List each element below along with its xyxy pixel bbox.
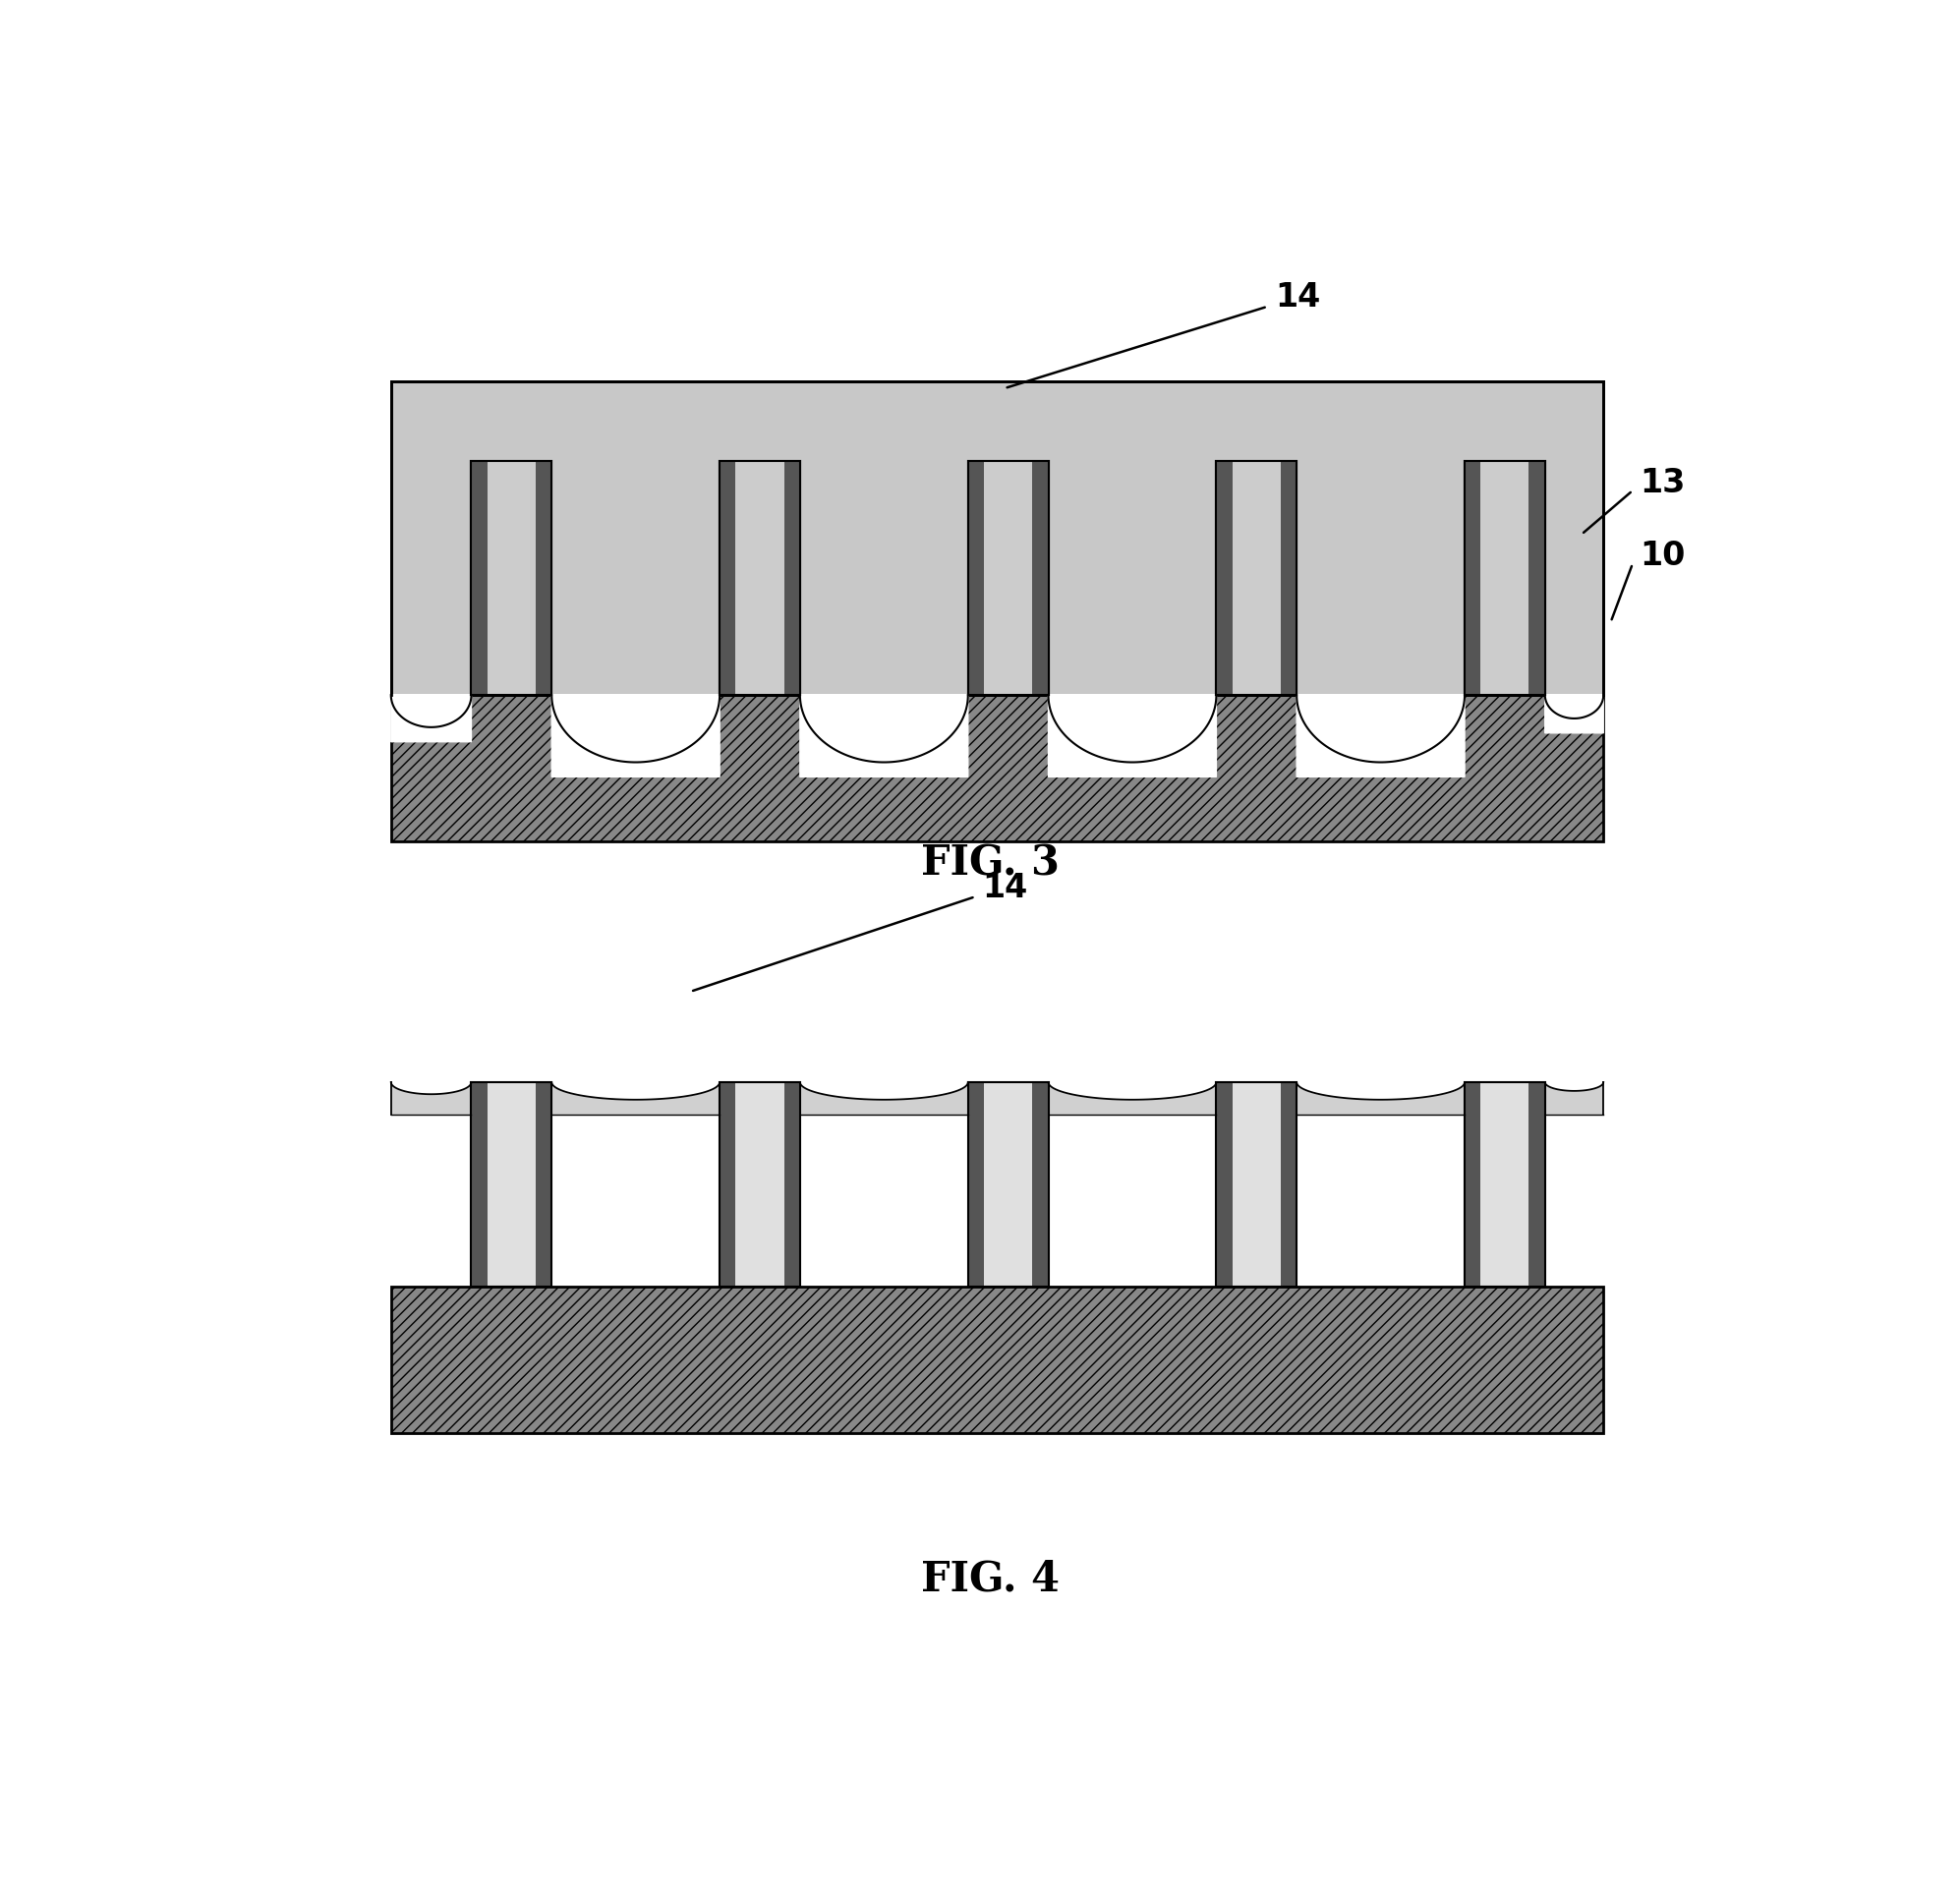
Bar — [968, 1081, 1049, 1286]
Bar — [784, 1081, 800, 1286]
Bar — [1480, 461, 1529, 694]
Bar — [735, 1081, 784, 1286]
Polygon shape — [1298, 694, 1464, 778]
Bar — [390, 1286, 1603, 1432]
Bar — [470, 1081, 551, 1286]
Bar — [968, 461, 984, 694]
Text: 10: 10 — [1641, 541, 1686, 573]
Bar — [1217, 461, 1233, 694]
Bar — [470, 461, 488, 694]
Bar — [735, 461, 784, 694]
Bar — [719, 1081, 735, 1286]
Bar — [1033, 461, 1049, 694]
Bar — [968, 461, 1049, 694]
Bar — [719, 461, 735, 694]
Bar — [984, 461, 1033, 694]
Bar — [1464, 461, 1544, 694]
Bar — [1049, 1081, 1217, 1114]
Bar — [470, 461, 488, 694]
Bar — [390, 1081, 470, 1114]
Bar — [1480, 461, 1529, 694]
Bar — [470, 1081, 488, 1286]
Bar — [1217, 1081, 1233, 1286]
Bar — [1033, 461, 1049, 694]
Polygon shape — [800, 694, 968, 778]
Polygon shape — [800, 1081, 968, 1100]
Text: FIG. 3: FIG. 3 — [921, 842, 1058, 884]
Bar — [1544, 1081, 1603, 1114]
Bar — [390, 381, 1603, 694]
Polygon shape — [390, 1081, 470, 1095]
Bar — [488, 461, 535, 694]
Bar — [719, 461, 800, 694]
Bar — [1233, 461, 1280, 694]
Polygon shape — [1544, 694, 1603, 732]
Polygon shape — [1298, 1081, 1464, 1100]
Bar — [1217, 1081, 1298, 1286]
Bar — [1464, 1081, 1544, 1286]
Bar — [719, 461, 735, 694]
Text: FIG. 4: FIG. 4 — [921, 1557, 1058, 1599]
Polygon shape — [551, 1081, 719, 1100]
Bar — [1529, 461, 1544, 694]
Bar — [984, 1081, 1033, 1286]
Bar — [1217, 461, 1298, 694]
Text: 14: 14 — [1274, 281, 1321, 315]
Bar — [470, 461, 551, 694]
Bar — [535, 461, 551, 694]
Bar — [1298, 1081, 1464, 1114]
Bar — [800, 1081, 968, 1114]
Bar — [735, 461, 784, 694]
Bar — [1464, 1081, 1480, 1286]
Polygon shape — [1544, 1081, 1603, 1091]
Bar — [1529, 461, 1544, 694]
Bar — [968, 461, 984, 694]
Bar — [719, 461, 800, 694]
Bar — [1280, 1081, 1298, 1286]
Bar — [470, 461, 551, 694]
Polygon shape — [390, 694, 470, 742]
Polygon shape — [1049, 1081, 1217, 1100]
Bar — [551, 1081, 719, 1114]
Bar — [1464, 461, 1480, 694]
Bar — [984, 461, 1033, 694]
Bar — [968, 1081, 984, 1286]
Text: 14: 14 — [982, 871, 1029, 905]
Bar — [719, 1081, 800, 1286]
Bar — [1033, 1081, 1049, 1286]
Bar — [784, 461, 800, 694]
Bar — [1280, 461, 1298, 694]
Bar — [1233, 461, 1280, 694]
Bar — [1529, 1081, 1544, 1286]
Bar — [1217, 461, 1233, 694]
Polygon shape — [551, 694, 719, 778]
Bar — [488, 1081, 535, 1286]
Bar — [1480, 1081, 1529, 1286]
Bar — [535, 461, 551, 694]
Bar — [1217, 461, 1298, 694]
Bar — [1464, 461, 1480, 694]
Bar — [535, 1081, 551, 1286]
Bar — [390, 694, 1603, 840]
Bar — [488, 461, 535, 694]
Bar — [784, 461, 800, 694]
Bar — [1464, 461, 1544, 694]
Text: 13: 13 — [1641, 467, 1686, 499]
Polygon shape — [1049, 694, 1217, 778]
Bar — [1280, 461, 1298, 694]
Bar — [1233, 1081, 1280, 1286]
Bar — [968, 461, 1049, 694]
